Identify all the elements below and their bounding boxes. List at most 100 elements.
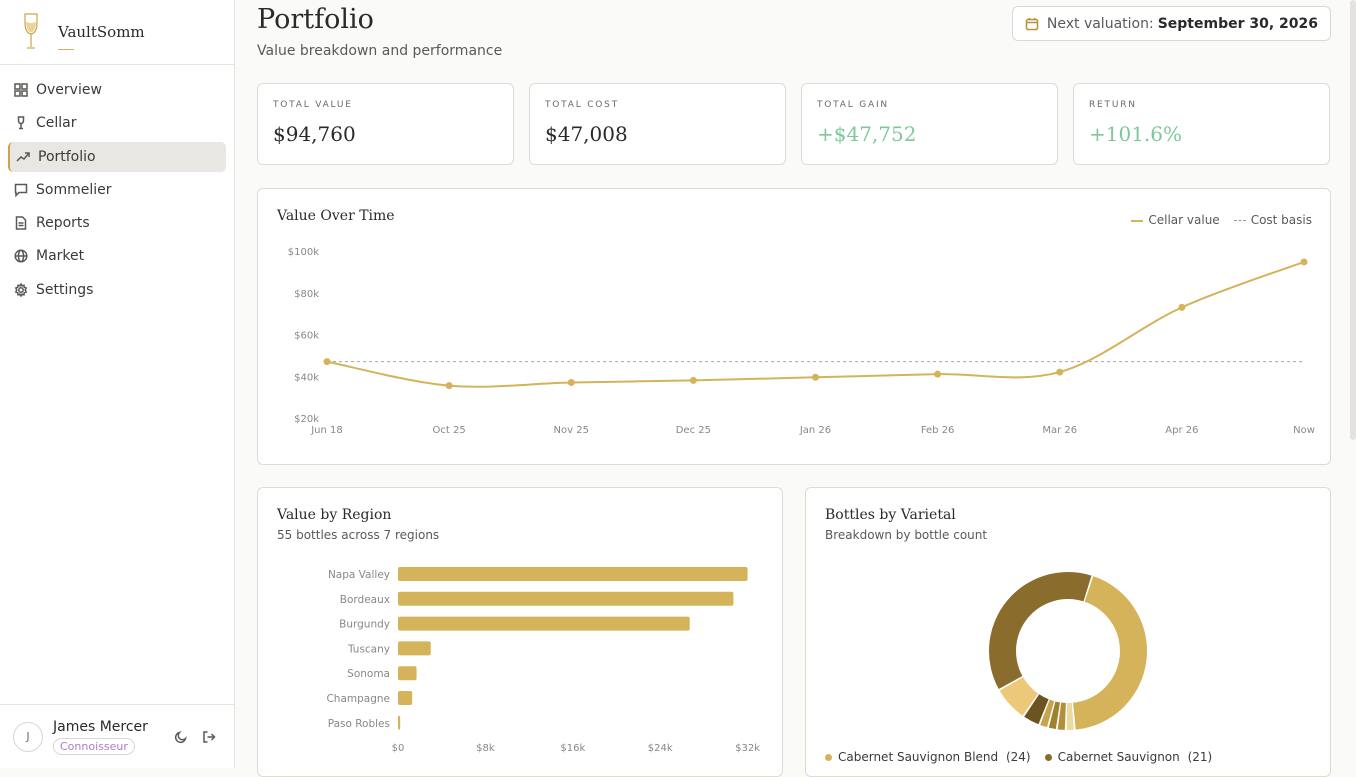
cellar-value-point (323, 358, 331, 366)
scrollbar[interactable] (1350, 0, 1356, 440)
legend-item-cost-basis: Cost basis (1233, 213, 1312, 227)
user-info: James Mercer Connoisseur (53, 719, 148, 755)
x-tick-label: Jun 18 (310, 425, 343, 436)
globe-icon (14, 249, 28, 264)
y-tick-label: $40k (294, 372, 319, 383)
sidebar-item-market[interactable]: Market (8, 241, 226, 271)
donut-slice (1024, 694, 1049, 725)
trending-up-icon (16, 151, 30, 162)
category-label: Napa Valley (328, 569, 390, 581)
legend-item-cabernet-sauvignon: Cabernet Sauvignon (21) (1044, 750, 1213, 764)
moon-icon[interactable] (174, 730, 188, 744)
bar (398, 691, 413, 705)
sidebar-item-sommelier[interactable]: Sommelier (8, 175, 226, 205)
x-tick-label: Feb 26 (921, 425, 955, 436)
stat-card-total-cost: Total Cost $47,008 (529, 83, 786, 165)
sidebar-item-label: Cellar (36, 115, 77, 132)
chart-subtitle: 55 bottles across 7 regions (277, 528, 440, 542)
legend-count: (24) (1005, 750, 1031, 764)
cellar-value-point (445, 382, 453, 390)
donut-slice (1040, 699, 1055, 728)
sidebar-item-portfolio[interactable]: Portfolio (8, 141, 226, 172)
sidebar-item-overview[interactable]: Overview (8, 75, 226, 105)
stat-card-total-gain: Total Gain +$47,752 (801, 83, 1058, 165)
sidebar-item-settings[interactable]: Settings (8, 275, 226, 305)
x-tick-label: $0 (392, 743, 405, 754)
avatar[interactable]: J (13, 721, 43, 752)
x-tick-label: Jan 26 (799, 425, 831, 436)
user-panel: J James Mercer Connoisseur (0, 704, 234, 768)
x-tick-label: Oct 25 (433, 425, 466, 436)
bar (398, 567, 748, 581)
x-tick-label: Apr 26 (1165, 425, 1198, 436)
sidebar-item-label: Overview (36, 82, 102, 98)
donut-slice (999, 677, 1039, 716)
category-label: Sonoma (347, 668, 390, 680)
cellar-value-point (1300, 258, 1308, 266)
next-valuation-badge[interactable]: Next valuation: September 30, 2026 (1011, 6, 1331, 41)
chat-icon (14, 183, 28, 197)
y-tick-label: $80k (294, 289, 319, 300)
legend-item-cabernet-sauvignon-blend: Cabernet Sauvignon Blend (24) (825, 750, 1031, 764)
legend-count: (21) (1187, 750, 1213, 764)
bar (398, 666, 417, 681)
page-subtitle: Value breakdown and performance (257, 43, 503, 59)
sidebar-item-label: Sommelier (36, 181, 112, 198)
cellar-value-point (934, 370, 942, 378)
user-name: James Mercer (53, 718, 148, 735)
cellar-value-point (1056, 368, 1064, 376)
category-label: Burgundy (339, 619, 390, 631)
cellar-value-line (326, 261, 1305, 388)
bar (398, 641, 431, 656)
brand-name: VaultSomm (58, 23, 145, 50)
stat-value: +$47,752 (817, 122, 917, 146)
y-tick-label: $60k (294, 331, 319, 342)
wine-glass-icon (17, 116, 25, 130)
category-label: Champagne (326, 693, 390, 705)
wine-glass-logo-icon (24, 13, 38, 49)
stat-label: Total Value (273, 100, 353, 110)
calendar-icon (1025, 17, 1039, 30)
legend-item-cellar-value: Cellar value (1131, 213, 1220, 227)
cellar-value-point (567, 379, 575, 387)
bar (398, 616, 690, 631)
x-tick-label: $16k (560, 743, 585, 754)
donut-chart (989, 572, 1147, 730)
bar (398, 591, 734, 606)
sidebar-item-label: Settings (36, 281, 94, 298)
sidebar-nav: Overview Cellar Portfolio Sommelier Repo… (0, 65, 234, 318)
logout-icon[interactable] (202, 730, 216, 744)
x-tick-label: $8k (476, 743, 495, 754)
legend-label: Cost basis (1250, 213, 1312, 227)
valuation-label: Next valuation: (1046, 15, 1154, 32)
document-icon (15, 216, 27, 230)
sidebar-item-label: Reports (36, 215, 90, 232)
stat-label: Total Gain (817, 100, 889, 110)
x-tick-label: $32k (735, 743, 760, 754)
page-title: Portfolio (257, 4, 374, 35)
user-actions (174, 730, 216, 744)
sidebar-item-label: Portfolio (38, 148, 96, 165)
donut-slice (1057, 702, 1066, 730)
y-tick-label: $100k (288, 247, 319, 258)
stat-card-total-value: Total Value $94,760 (257, 83, 514, 165)
x-tick-label: Dec 25 (676, 425, 711, 436)
chart-subtitle: Breakdown by bottle count (825, 528, 988, 542)
donut-slice (1066, 702, 1074, 730)
sidebar-item-cellar[interactable]: Cellar (8, 108, 226, 138)
x-tick-label: Nov 25 (554, 425, 589, 436)
sidebar-item-reports[interactable]: Reports (8, 208, 226, 238)
stat-card-return: Return +101.6% (1073, 83, 1330, 165)
bottles-by-varietal-card: Bottles by Varietal Breakdown by bottle … (805, 487, 1331, 777)
chart-legend: Cellar value Cost basis (1131, 213, 1312, 227)
valuation-date: September 30, 2026 (1157, 15, 1318, 32)
cellar-value-point (689, 376, 697, 384)
bar-chart: Napa Valley Bordeaux Burgundy Tuscany Sonoma… (326, 567, 760, 754)
x-tick-label: Mar 26 (1042, 425, 1077, 436)
donut-slice (989, 572, 1092, 690)
x-tick-label: Now (1293, 425, 1315, 436)
brand[interactable]: VaultSomm (0, 0, 234, 65)
category-label: Bordeaux (340, 594, 390, 606)
grid-icon (14, 83, 28, 97)
